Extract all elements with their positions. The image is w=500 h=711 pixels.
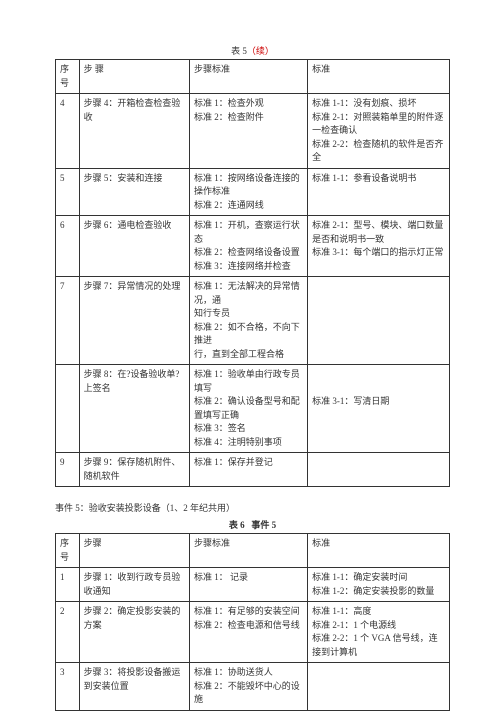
table1-caption-suffix: （续） [247,46,274,56]
table-row: 9步骤 9：保存随机附件、随机软件标准 1：保存并登记 [56,453,450,487]
col-crit-header: 标准 [308,534,450,568]
table1-header-row: 序号 步 骤 步骤标准 标准 [56,60,450,94]
cell-std: 标准 1：验收单由行政专员填写标准 2：确认设备型号和配置填写正确标准 3：签名… [189,365,307,453]
col-step-header: 步骤 [79,534,189,568]
cell-step: 步骤 6：通电检查验收 [79,216,189,277]
cell-crit: 标准 3-1：写清日期 [308,365,450,453]
cell-step: 步骤 9：保存随机附件、随机软件 [79,453,189,487]
cell-crit [308,663,450,711]
cell-idx: 2 [56,602,80,663]
cell-idx: 9 [56,453,80,487]
cell-std: 标准 1： 记录 [189,568,307,602]
cell-idx: 3 [56,663,80,711]
section-title: 事件 5：验收安装投影设备（1、2 年纪共用） [55,501,450,514]
cell-crit: 标准 1-1：确定安装时间标准 1-2：确定安装投影的数量 [308,568,450,602]
cell-std: 标准 1：有足够的安装空间标准 2：检查电源和信号线 [189,602,307,663]
col-idx-header: 序号 [56,60,80,94]
table-row: 7步骤 7：异常情况的处理标准 1：无法解决的异常情况，通知行专员标准 2：如不… [56,277,450,365]
cell-std: 标准 1：保存并登记 [189,453,307,487]
cell-step: 步骤 3：将投影设备搬运到安装位置 [79,663,189,711]
table2: 序号 步骤 步骤标准 标准 1步骤 1：收到行政专员验收通知标准 1： 记录标准… [55,533,450,711]
table-row: 4步骤 4：开箱检查检查验收标准 1：检查外观标准 2：检查附件标准 1-1：没… [56,94,450,169]
cell-idx [56,365,80,453]
cell-idx: 5 [56,168,80,216]
cell-step: 步骤 5：安装和连接 [79,168,189,216]
cell-crit: 标准 1-1：高度标准 2-1：1 个电源线标准 2-2：1 个 VGA 信号线… [308,602,450,663]
table1: 序号 步 骤 步骤标准 标准 4步骤 4：开箱检查检查验收标准 1：检查外观标准… [55,59,450,487]
col-std-header: 步骤标准 [189,60,307,94]
table-row: 1步骤 1：收到行政专员验收通知标准 1： 记录标准 1-1：确定安装时间标准 … [56,568,450,602]
table-row: 步骤 8：在?设备验收单?上签名标准 1：验收单由行政专员填写标准 2：确认设备… [56,365,450,453]
col-step-header: 步 骤 [79,60,189,94]
cell-crit: 标准 1-1：没有划痕、损坏标准 2-1：对照装箱单里的附件逐一检查确认标准 2… [308,94,450,169]
cell-step: 步骤 7：异常情况的处理 [79,277,189,365]
table-row: 2步骤 2：确定投影安装的方案标准 1：有足够的安装空间标准 2：检查电源和信号… [56,602,450,663]
cell-step: 步骤 4：开箱检查检查验收 [79,94,189,169]
cell-std: 标准 1：协助送货人标准 2：不能毁坏中心的设施 [189,663,307,711]
cell-crit: 标准 1-1：参看设备说明书 [308,168,450,216]
table2-caption: 表 6 事件 5 [55,518,450,531]
cell-std: 标准 1：检查外观标准 2：检查附件 [189,94,307,169]
table1-caption-prefix: 表 5 [231,46,247,56]
table-row: 5步骤 5：安装和连接标准 1：按网络设备连接的操作标准标准 2：连通网线标准 … [56,168,450,216]
cell-std: 标准 1：无法解决的异常情况，通知行专员标准 2：如不合格，不向下推进行，直到全… [189,277,307,365]
table2-caption-left: 表 6 [229,520,245,530]
table2-caption-right: 事件 5 [251,520,276,530]
cell-step: 步骤 2：确定投影安装的方案 [79,602,189,663]
cell-crit [308,453,450,487]
table1-caption: 表 5（续） [55,44,450,57]
cell-idx: 7 [56,277,80,365]
col-idx-header: 序号 [56,534,80,568]
col-crit-header: 标准 [308,60,450,94]
cell-step: 步骤 1：收到行政专员验收通知 [79,568,189,602]
cell-idx: 6 [56,216,80,277]
cell-idx: 1 [56,568,80,602]
cell-std: 标准 1：开机，查察运行状态标准 2：检查网络设备设置标准 3：连接网络并检查 [189,216,307,277]
cell-crit: 标准 2-1：型号、模块、端口数量是否和说明书一致标准 3-1：每个端口的指示灯… [308,216,450,277]
cell-std: 标准 1：按网络设备连接的操作标准标准 2：连通网线 [189,168,307,216]
table2-header-row: 序号 步骤 步骤标准 标准 [56,534,450,568]
col-std-header: 步骤标准 [189,534,307,568]
table-row: 6步骤 6：通电检查验收标准 1：开机，查察运行状态标准 2：检查网络设备设置标… [56,216,450,277]
cell-crit [308,277,450,365]
cell-idx: 4 [56,94,80,169]
table-row: 3步骤 3：将投影设备搬运到安装位置标准 1：协助送货人标准 2：不能毁坏中心的… [56,663,450,711]
cell-step: 步骤 8：在?设备验收单?上签名 [79,365,189,453]
